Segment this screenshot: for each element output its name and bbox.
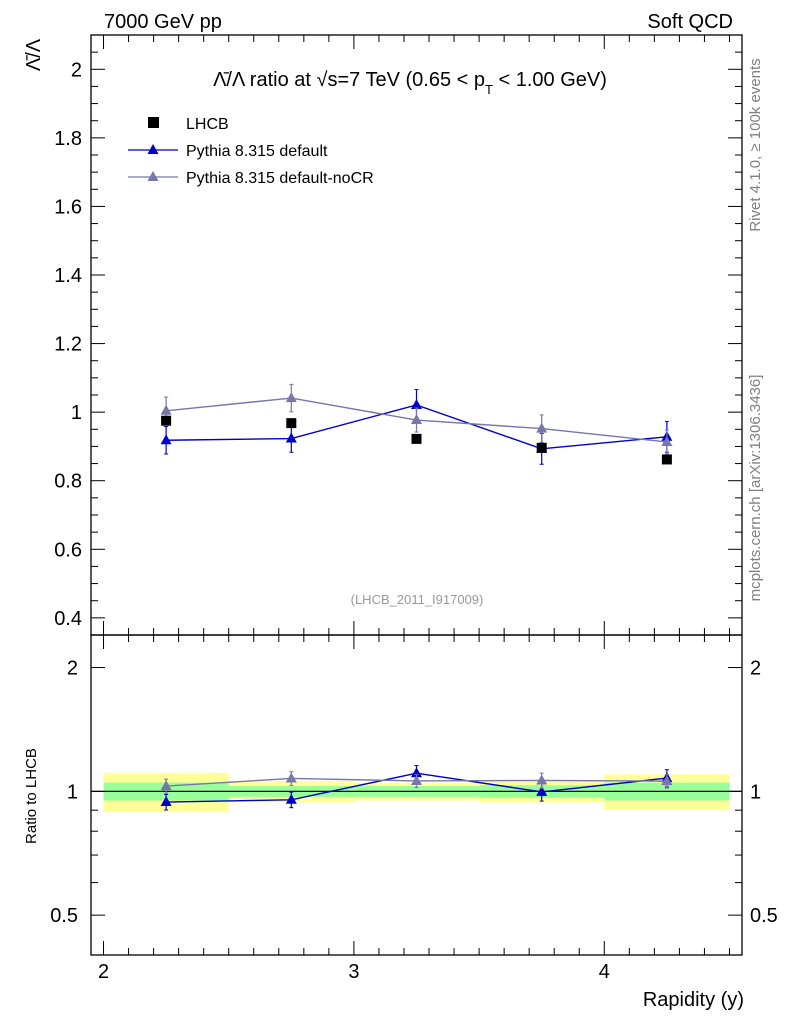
x-axis-label: Rapidity (y) [643,989,744,1011]
y-tick-label: 1.8 [54,128,82,150]
legend-label-data: LHCB [186,116,229,133]
x-tick-label: 2 [98,961,109,983]
y-tick-label: 0.8 [54,471,82,493]
marker-nocr [536,422,548,433]
legend-label-nocr: Pythia 8.315 default-noCR [186,170,374,187]
marker-default [285,432,297,443]
y-axis-label: Λ̄/Λ [23,38,45,71]
marker-nocr [411,414,422,425]
analysis-id: (LHCB_2011_I917009) [351,592,484,607]
data-point [536,442,547,453]
rivet-version-label: Rivet 4.1.0, ≥ 100k events [747,58,764,231]
y-tick-label: 0.6 [54,539,82,561]
marker-nocr [285,392,297,403]
legend-marker-data [148,117,159,128]
data-point [286,418,297,429]
x-tick-label: 3 [348,961,359,983]
legend-marker-nocr [147,171,159,181]
y-tick-label: 2 [71,59,82,81]
energy-label: 7000 GeV pp [104,11,222,33]
marker-default [160,434,172,445]
ratio-frame [90,634,743,956]
y-tick-label: 1.6 [54,196,82,218]
data-point [411,433,422,444]
ratio-marker-default [536,785,548,796]
data-point [661,454,672,465]
ratio-tick-label-right: 1 [750,781,761,803]
data-point [161,415,172,426]
process-label: Soft QCD [647,11,733,33]
y-tick-label: 1.2 [54,334,82,356]
ratio-marker-default [160,796,172,807]
ratio-marker-nocr [160,780,172,791]
ratio-tick-label-right: 0.5 [750,905,778,927]
ratio-plot-area [91,764,742,813]
source-label: mcplots.cern.ch [arXiv:1306.3436] [747,375,764,602]
ratio-marker-nocr [661,775,673,786]
ratio-marker-nocr [285,772,297,783]
marker-nocr [160,404,172,415]
axes: 2 3 4 0.4 0.6 0.8 1 1.2 1.4 1.6 1.8 2 0.5 0.5 1 1 2 2 [50,34,778,983]
y-tick-label: 1 [71,402,82,424]
ratio-tick-label-right: 2 [750,658,761,680]
marker-default [411,398,422,409]
marker-nocr [661,435,673,446]
ratio-tick-label-left: 0.5 [50,905,78,927]
main-plot-area [160,383,673,465]
legend: LHCB Pythia 8.315 default Pythia 8.315 d… [128,116,374,187]
ratio-tick-label-left: 2 [67,658,78,680]
ratio-marker-default [285,793,297,804]
y-tick-label: 1.4 [54,265,82,287]
chart-title: Λ̄/Λ ratio at √s=7 TeV (0.65 < pT < 1.00… [213,69,607,97]
ratio-marker-default [411,767,422,778]
legend-marker-default [147,144,159,154]
ratio-tick-label-left: 1 [67,781,78,803]
ratio-y-axis-label: Ratio to LHCB [23,748,40,844]
y-tick-label: 0.4 [54,608,82,630]
legend-label-default: Pythia 8.315 default [186,143,328,160]
x-tick-label: 4 [599,961,610,983]
ratio-marker-nocr [536,774,548,785]
ratio-marker-nocr [411,774,422,785]
